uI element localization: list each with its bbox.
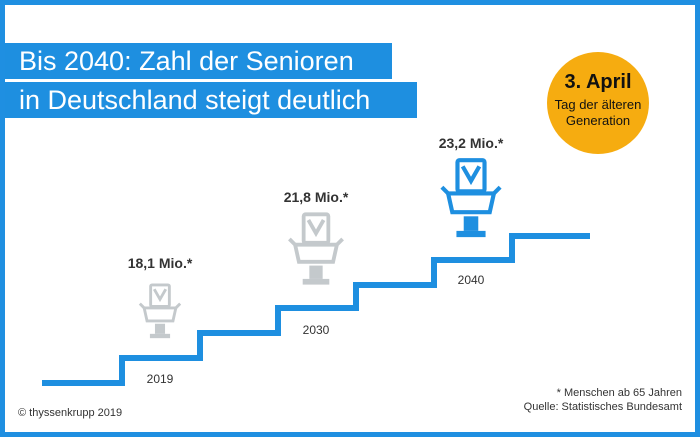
value-label-2019: 18,1 Mio.* xyxy=(128,255,193,271)
chair-backrest xyxy=(455,158,487,194)
year-label-2040: 2040 xyxy=(458,273,485,287)
chair-backrest xyxy=(301,212,331,245)
year-label-2030: 2030 xyxy=(303,323,330,337)
chair-icon xyxy=(440,158,502,238)
chair-arms xyxy=(288,237,344,247)
title-line-2: in Deutschland steigt deutlich xyxy=(5,82,417,118)
date-badge: 3. April Tag der älteren Generation xyxy=(547,52,649,154)
chair-column xyxy=(154,323,166,334)
footnote-line-2: Quelle: Statistisches Bundesamt xyxy=(523,401,682,413)
badge-line-2: Generation xyxy=(565,113,631,128)
year-label-2019: 2019 xyxy=(147,372,174,386)
chair-backrest xyxy=(149,283,171,308)
chair-arms xyxy=(440,185,502,195)
chair-arms xyxy=(138,302,182,309)
chair-icon-2030 xyxy=(288,212,344,285)
chair-seat xyxy=(142,306,178,323)
chair-icon-2019 xyxy=(138,283,182,339)
chair-icon xyxy=(138,283,182,339)
footnote-line-1: * Menschen ab 65 Jahren xyxy=(556,387,682,399)
chair-seat xyxy=(292,242,340,264)
chair-icon-2040 xyxy=(440,158,502,238)
chair-base xyxy=(302,278,330,285)
copyright: © thyssenkrupp 2019 xyxy=(18,407,123,419)
badge-date: 3. April xyxy=(564,71,632,93)
chair-detail xyxy=(306,219,326,238)
value-label-2030: 21,8 Mio.* xyxy=(284,189,349,205)
footnote: * Menschen ab 65 Jahren Quelle: Statisti… xyxy=(524,386,682,414)
chair-icon xyxy=(288,212,344,285)
chair-column xyxy=(463,216,479,231)
chair-column xyxy=(309,265,323,279)
chair-detail xyxy=(152,288,168,303)
title-line-1: Bis 2040: Zahl der Senioren xyxy=(5,43,392,79)
badge-line-1: Tag der älteren xyxy=(554,97,642,112)
chair-base xyxy=(149,333,171,339)
chair-seat xyxy=(445,191,497,215)
chair-base xyxy=(456,230,486,238)
value-label-2040: 23,2 Mio.* xyxy=(439,135,504,151)
staircase-line xyxy=(42,233,590,386)
chair-detail xyxy=(460,165,482,186)
